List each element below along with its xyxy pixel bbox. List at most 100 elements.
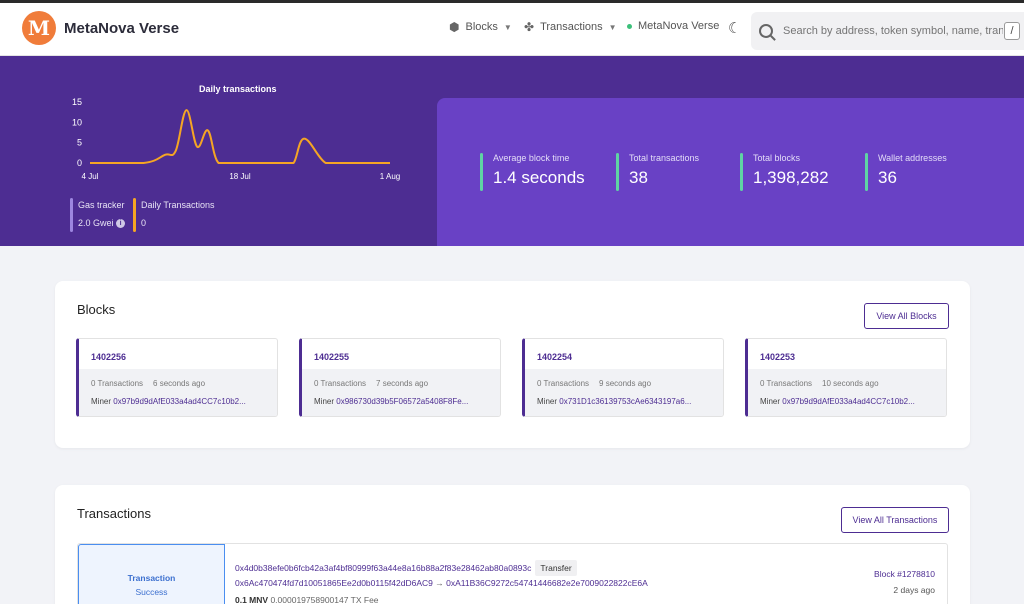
blocks-title: Blocks (77, 302, 116, 317)
miner-address[interactable]: 0x97b9d9dAfE033a4ad4CC7c10b2... (782, 397, 915, 406)
to-address[interactable]: 0xA11B36C9272c54741446682e2e7009022822cE… (446, 578, 648, 588)
transaction-row[interactable]: Transaction Success 0x4d0b38efe0b6fcb42a… (77, 543, 948, 604)
nav-blocks[interactable]: ⬢ Blocks ▼ (449, 20, 512, 34)
stat-bar (480, 153, 483, 191)
daily-transactions-stat: Daily Transactions 0 (133, 198, 215, 232)
transaction-hash-line: 0x4d0b38efe0b6fcb42a3af4bf80999f63a44e8a… (235, 560, 577, 576)
y-tick-label: 0 (77, 158, 82, 168)
block-age: 6 seconds ago (153, 379, 206, 388)
stat-label: Total blocks (753, 153, 801, 163)
miner-address[interactable]: 0x986730d39b5F06572a5408F8Fe... (336, 397, 469, 406)
search-shortcut-key: / (1004, 22, 1020, 40)
miner-label: Miner (314, 397, 335, 406)
miner-label: Miner (537, 397, 558, 406)
block-meta: 0 Transactions 10 seconds ago (760, 379, 879, 388)
y-tick-label: 15 (72, 97, 82, 107)
block-details-bg (302, 369, 500, 416)
block-miner: Miner 0x986730d39b5F06572a5408F8Fe... (314, 397, 468, 406)
transaction-type: Transaction (127, 573, 176, 583)
stat-label: Wallet addresses (878, 153, 947, 163)
from-address[interactable]: 0x6Ac470474fd7d10051865Ee2d0b0115f42dD6A… (235, 578, 433, 588)
transaction-block[interactable]: Block #1278810 (874, 569, 935, 579)
block-age: 10 seconds ago (822, 379, 879, 388)
block-miner: Miner 0x731D1c36139753cAe6343197a6... (537, 397, 691, 406)
block-meta: 0 Transactions 6 seconds ago (91, 379, 205, 388)
block-number[interactable]: 1402254 (537, 352, 573, 362)
stat-bar (740, 153, 743, 191)
transaction-fee: 0.000019758900147 TX Fee (270, 595, 379, 604)
block-meta: 0 Transactions 9 seconds ago (537, 379, 651, 388)
gas-label: Gas tracker (78, 200, 125, 210)
gas-tracker[interactable]: Gas tracker 2.0 Gwei i (70, 198, 126, 232)
daily-bar (133, 198, 136, 232)
nav-transactions-label: Transactions (540, 21, 603, 33)
block-number[interactable]: 1402256 (91, 352, 127, 362)
arrow-right-icon: → (435, 578, 444, 588)
logo[interactable]: M (22, 11, 56, 45)
miner-label: Miner (91, 397, 112, 406)
transaction-route: 0x6Ac470474fd7d10051865Ee2d0b0115f42dD6A… (235, 578, 648, 588)
transaction-status-box: Transaction Success (78, 544, 225, 604)
header: M MetaNova Verse ⬢ Blocks ▼ ✤ Transactio… (0, 3, 1024, 56)
block-card[interactable]: 1402255 0 Transactions 7 seconds ago Mine… (299, 338, 501, 417)
chart-title: Daily transactions (199, 84, 277, 94)
y-tick-label: 10 (72, 117, 82, 127)
search-bar[interactable]: / (751, 12, 1024, 50)
brand-name[interactable]: MetaNova Verse (64, 20, 180, 37)
stat-avg-block-time: Average block time 1.4 seconds (480, 153, 585, 191)
x-tick-label: 1 Aug (380, 172, 400, 181)
block-age: 9 seconds ago (599, 379, 652, 388)
stats-panel: Average block time 1.4 seconds Total tra… (437, 98, 1024, 246)
network-indicator[interactable]: MetaNova Verse (627, 20, 719, 32)
block-number[interactable]: 1402253 (760, 352, 796, 362)
info-icon[interactable]: i (116, 219, 126, 229)
block-meta: 0 Transactions 7 seconds ago (314, 379, 428, 388)
block-details-bg (748, 369, 946, 416)
daily-transactions-chart[interactable]: 15 10 5 04 Jul 18 Jul 1 Aug (60, 92, 400, 184)
transaction-hash[interactable]: 0x4d0b38efe0b6fcb42a3af4bf80999f63a44e8a… (235, 563, 532, 573)
gas-bar (70, 198, 73, 232)
stat-value: 38 (629, 168, 648, 187)
search-input[interactable] (783, 25, 1003, 37)
block-card[interactable]: 1402256 0 Transactions 6 seconds ago Mine… (76, 338, 278, 417)
daily-tx-value: 0 (141, 218, 147, 228)
chevron-down-icon: ▼ (503, 22, 512, 32)
view-all-blocks-button[interactable]: View All Blocks (864, 303, 949, 329)
cube-icon: ⬢ (449, 20, 460, 34)
nav-transactions[interactable]: ✤ Transactions ▼ (524, 20, 617, 34)
stat-value: 1.4 seconds (493, 168, 585, 187)
block-tx-count: 0 Transactions (760, 379, 813, 388)
x-tick-label: 4 Jul (82, 172, 99, 181)
stat-total-blocks: Total blocks 1,398,282 (740, 153, 829, 191)
transaction-status: Success (135, 587, 168, 597)
stat-value: 1,398,282 (753, 168, 829, 187)
status-dot-icon (627, 23, 632, 29)
y-tick-label: 5 (77, 138, 82, 148)
chevron-down-icon: ▼ (608, 22, 617, 32)
transaction-fee-line: 0.1 MNV 0.000019758900147 TX Fee (235, 595, 379, 604)
search-icon (759, 24, 773, 38)
x-tick-label: 18 Jul (229, 172, 251, 181)
nav-blocks-label: Blocks (465, 21, 498, 33)
block-tx-count: 0 Transactions (314, 379, 367, 388)
transaction-amount: 0.1 MNV (235, 595, 269, 604)
transactions-title: Transactions (77, 506, 151, 521)
moon-icon[interactable]: ☾ (728, 20, 742, 37)
block-tx-count: 0 Transactions (537, 379, 590, 388)
block-tx-count: 0 Transactions (91, 379, 144, 388)
transaction-tag: Transfer (535, 560, 577, 576)
block-number[interactable]: 1402255 (314, 352, 350, 362)
block-details-bg (79, 369, 277, 416)
transaction-age: 2 days ago (893, 585, 935, 595)
miner-address[interactable]: 0x97b9d9dAfE033a4ad4CC7c10b2... (113, 397, 246, 406)
gas-value: 2.0 Gwei (78, 218, 114, 228)
block-card[interactable]: 1402254 0 Transactions 9 seconds ago Mine… (522, 338, 724, 417)
stat-wallet-addresses: Wallet addresses 36 (865, 153, 947, 191)
miner-address[interactable]: 0x731D1c36139753cAe6343197a6... (559, 397, 692, 406)
block-card[interactable]: 1402253 0 Transactions 10 seconds ago Min… (745, 338, 947, 417)
arrows-icon: ✤ (524, 20, 535, 34)
transactions-card: Transactions View All Transactions Trans… (55, 485, 970, 604)
stat-total-transactions: Total transactions 38 (616, 153, 699, 191)
view-all-transactions-button[interactable]: View All Transactions (841, 507, 949, 533)
stat-label: Average block time (493, 153, 570, 163)
